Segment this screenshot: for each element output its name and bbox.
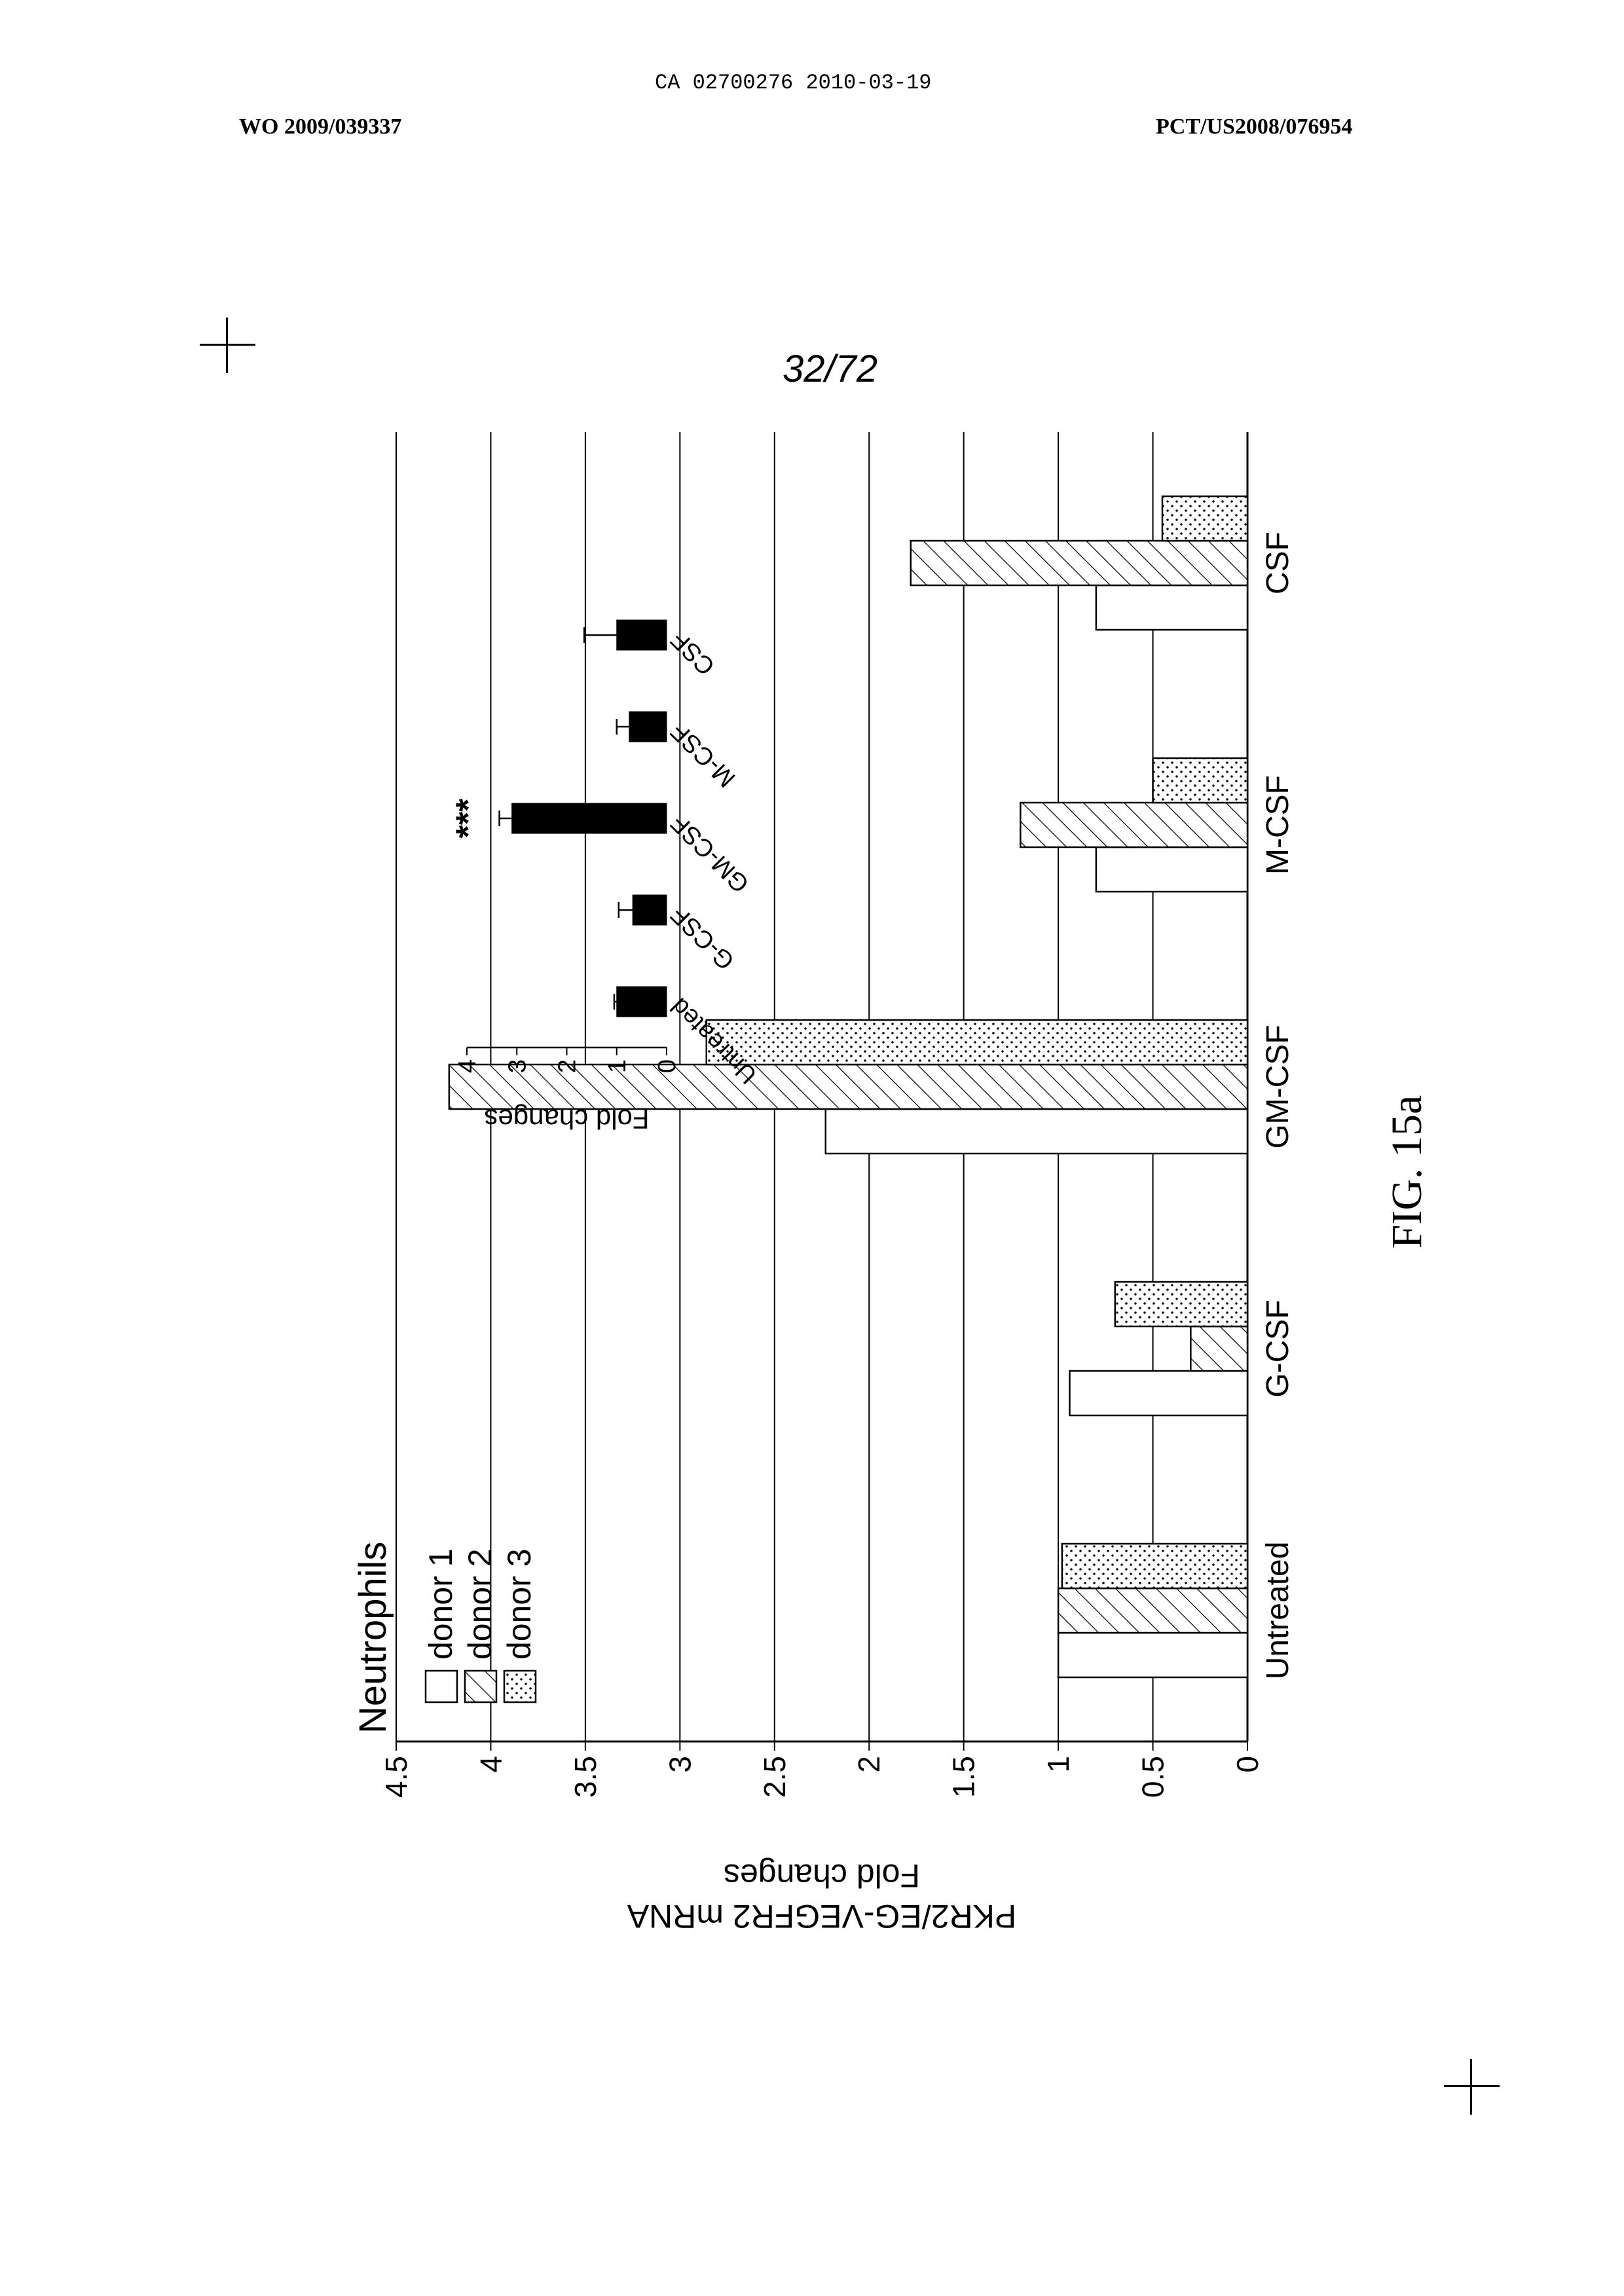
- category-label: G-CSF: [1261, 1300, 1295, 1397]
- legend-label: donor 1: [422, 1548, 459, 1660]
- bar-g-csf-donor1: [1069, 1371, 1247, 1415]
- inset-y-axis-title: Fold changes: [484, 1104, 649, 1135]
- category-label: GM-CSF: [1261, 1025, 1295, 1148]
- y-tick-label: 2: [852, 1756, 886, 1773]
- inset-bar-csf: [617, 620, 667, 650]
- y-tick-label: 0.5: [1136, 1756, 1170, 1798]
- inset-y-tick-label: 2: [554, 1059, 581, 1073]
- inset-category-label: G-CSF: [666, 901, 740, 975]
- inset-y-tick-label: 1: [604, 1059, 631, 1073]
- bar-csf-donor2: [911, 541, 1247, 585]
- inset-bar-m-csf: [629, 712, 667, 742]
- chart-title: Neutrophils: [352, 1542, 394, 1734]
- y-tick-label: 4: [473, 1756, 507, 1773]
- y-tick-label: 3.5: [568, 1756, 602, 1798]
- y-axis-title-line1: PKR2/EG-VEGFR2 mRNA: [627, 1898, 1016, 1935]
- main-chart: 00.511.522.533.544.5UntreatedG-CSFGM-CSF…: [352, 432, 1295, 1935]
- bar-m-csf-donor1: [1096, 847, 1247, 892]
- inset-category-label: M-CSF: [666, 718, 741, 793]
- bar-g-csf-donor3: [1115, 1282, 1247, 1326]
- y-tick-label: 0: [1230, 1756, 1264, 1773]
- inset-significance-annotation: ***: [450, 798, 488, 838]
- inset-bar-g-csf: [633, 895, 667, 925]
- legend-swatch: [426, 1671, 457, 1702]
- inset-y-tick-label: 4: [454, 1059, 481, 1073]
- figure-label: FIG. 15a: [1383, 1095, 1431, 1249]
- bar-m-csf-donor3: [1153, 758, 1247, 803]
- category-label: CSF: [1261, 532, 1295, 594]
- y-tick-label: 3: [663, 1756, 697, 1773]
- inset-y-tick-label: 3: [504, 1059, 531, 1073]
- legend-swatch: [504, 1671, 536, 1702]
- y-tick-label: 2.5: [758, 1756, 792, 1798]
- inset-bar-untreated: [617, 987, 667, 1017]
- bar-untreated-donor2: [1058, 1588, 1247, 1633]
- bar-m-csf-donor2: [1020, 803, 1247, 847]
- bar-untreated-donor3: [1062, 1544, 1247, 1588]
- y-tick-label: 1.5: [947, 1756, 981, 1798]
- y-axis-title-line2: Fold changes: [724, 1857, 920, 1894]
- inset-y-tick-label: 0: [654, 1059, 681, 1073]
- y-tick-label: 4.5: [379, 1756, 413, 1798]
- legend-label: donor 2: [462, 1548, 498, 1660]
- bar-untreated-donor1: [1058, 1633, 1247, 1677]
- bar-csf-donor1: [1096, 585, 1247, 630]
- bar-gm-csf-donor1: [826, 1109, 1247, 1154]
- category-label: M-CSF: [1261, 775, 1295, 875]
- category-label: Untreated: [1261, 1542, 1295, 1680]
- bar-g-csf-donor2: [1190, 1326, 1247, 1371]
- legend-swatch: [465, 1671, 496, 1702]
- bar-gm-csf-donor3: [707, 1020, 1247, 1065]
- inset-category-label: CSF: [666, 626, 720, 680]
- inset-bar-gm-csf: [512, 803, 667, 833]
- legend-label: donor 3: [501, 1548, 538, 1660]
- bar-csf-donor3: [1162, 496, 1247, 541]
- inset-chart: 01234UntreatedG-CSFGM-CSFM-CSFCSF***Fold…: [450, 620, 763, 1135]
- y-tick-label: 1: [1041, 1756, 1075, 1773]
- inset-category-label: GM-CSF: [666, 809, 755, 898]
